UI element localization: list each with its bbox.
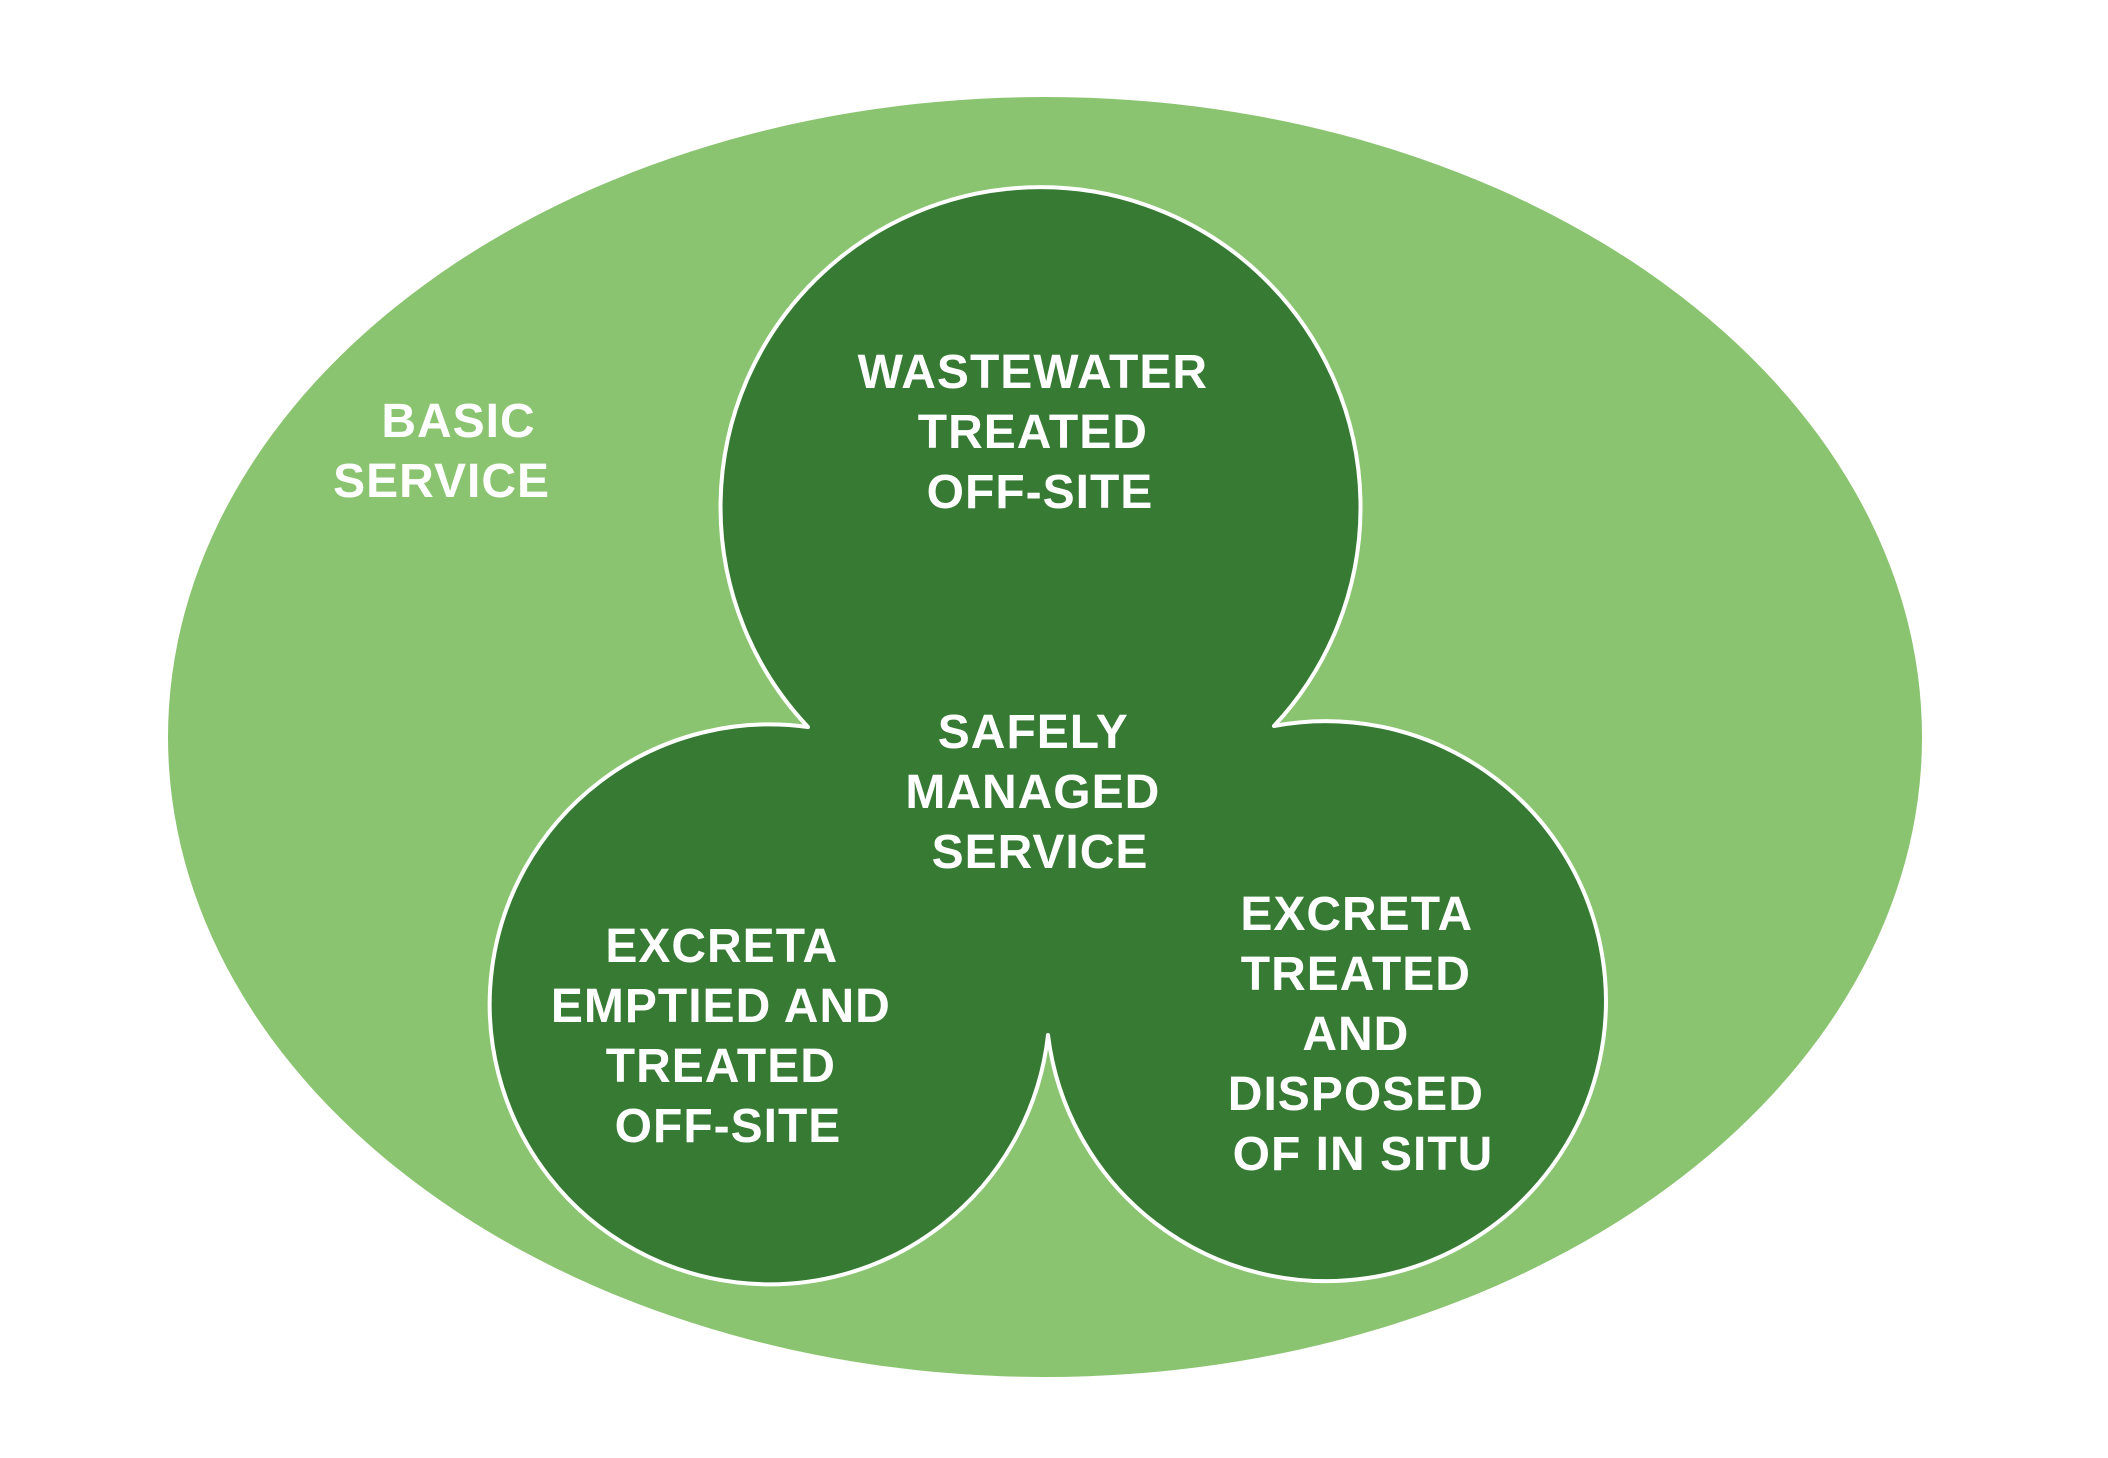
wastewater-line: TREATED: [918, 406, 1148, 459]
excreta-in-situ-line: DISPOSED: [1228, 1068, 1484, 1121]
safely-managed-line: SAFELY: [938, 706, 1128, 759]
safely-managed-line: SERVICE: [932, 826, 1149, 879]
safely-managed-blob: [487, 185, 1608, 1287]
excreta-in-situ-label: EXCRETA TREATED AND DISPOSED OF IN SITU: [1228, 888, 1498, 1181]
excreta-emptied-label: EXCRETA EMPTIED AND TREATED OFF-SITE: [551, 920, 905, 1153]
safely-managed-line: MANAGED: [905, 766, 1160, 819]
basic-service-line: SERVICE: [333, 455, 550, 508]
basic-service-label: BASIC SERVICE: [333, 395, 550, 508]
excreta-emptied-line: TREATED: [606, 1040, 836, 1093]
wastewater-treated-label: WASTEWATER TREATED OFF-SITE: [858, 346, 1223, 519]
excreta-in-situ-line: TREATED: [1241, 948, 1471, 1001]
excreta-in-situ-line: EXCRETA: [1240, 888, 1471, 941]
wastewater-line: WASTEWATER: [858, 346, 1208, 399]
excreta-in-situ-line: OF IN SITU: [1233, 1128, 1494, 1181]
safely-managed-label: SAFELY MANAGED SERVICE: [905, 706, 1174, 879]
excreta-emptied-line: OFF-SITE: [615, 1100, 842, 1153]
excreta-in-situ-line: AND: [1302, 1008, 1409, 1061]
excreta-emptied-line: EMPTIED AND: [551, 980, 891, 1033]
wastewater-line: OFF-SITE: [927, 466, 1154, 519]
excreta-emptied-line: EXCRETA: [605, 920, 836, 973]
basic-service-line: BASIC: [381, 395, 535, 448]
